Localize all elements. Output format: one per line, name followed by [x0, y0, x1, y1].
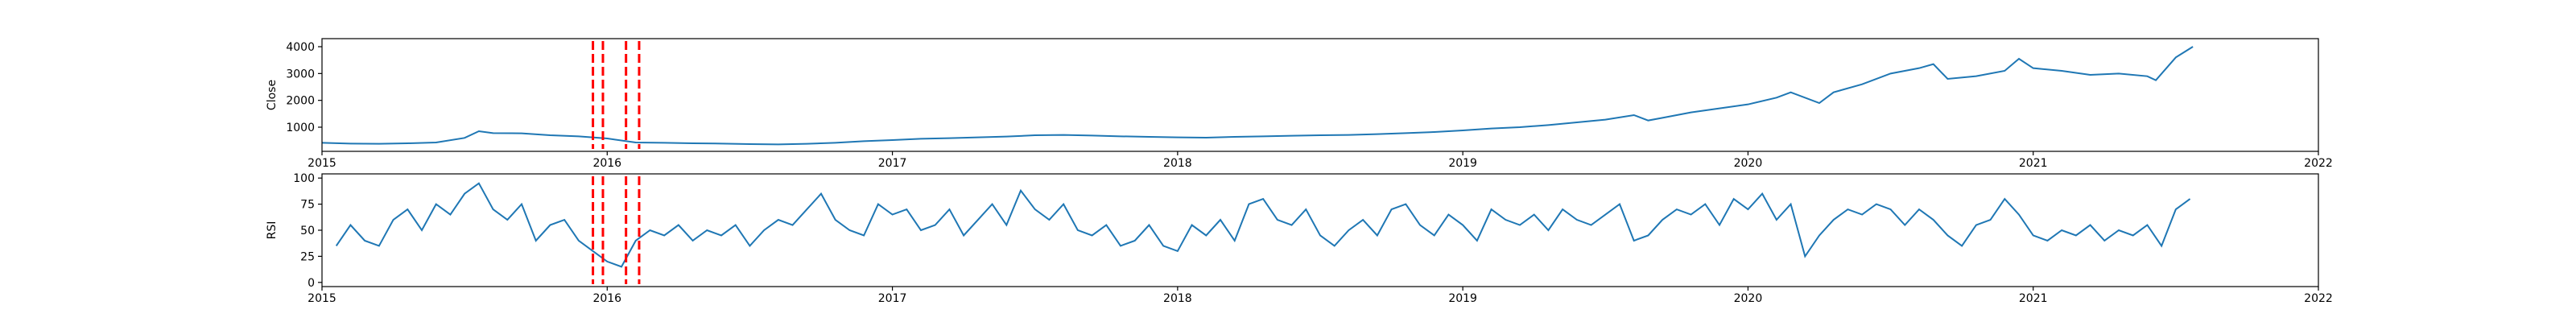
x-tick-label: 2018 [1163, 292, 1192, 305]
x-tick-label: 2022 [2304, 157, 2333, 170]
axes-frame [321, 173, 2319, 287]
y-tick-label: 4000 [286, 41, 315, 54]
x-tick-label: 2015 [308, 157, 336, 170]
x-tick-label: 2015 [308, 292, 336, 305]
x-tick-label: 2019 [1448, 292, 1477, 305]
x-tick-label: 2017 [878, 292, 907, 305]
y-tick-label: 3000 [286, 68, 315, 80]
x-tick-label: 2020 [1734, 157, 1763, 170]
x-tick-label: 2016 [592, 157, 621, 170]
line-series [321, 46, 2194, 146]
x-tick-label: 2018 [1163, 157, 1192, 170]
axes-frame [321, 38, 2319, 152]
y-tick-label: 25 [300, 250, 315, 263]
y-tick-label: 1000 [286, 122, 315, 134]
y-tick-label: 100 [293, 172, 315, 185]
y-tick-label: 2000 [286, 95, 315, 108]
x-tick-label: 2017 [878, 157, 907, 170]
y-tick-label: 50 [300, 225, 315, 237]
y-tick-label: 0 [308, 277, 315, 290]
y-axis-label: Close [266, 80, 279, 110]
x-tick-label: 2021 [2019, 157, 2048, 170]
x-tick-label: 2021 [2019, 292, 2048, 305]
x-tick-label: 2020 [1734, 292, 1763, 305]
x-tick-label: 2022 [2304, 292, 2333, 305]
x-tick-label: 2019 [1448, 157, 1477, 170]
x-tick-label: 2016 [592, 292, 621, 305]
y-axis-label: RSI [266, 221, 279, 240]
line-series [335, 182, 2191, 268]
y-tick-label: 75 [300, 199, 315, 212]
